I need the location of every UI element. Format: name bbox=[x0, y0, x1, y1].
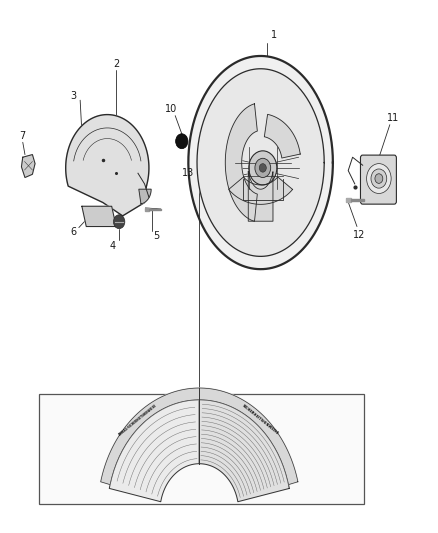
Polygon shape bbox=[351, 199, 364, 201]
Text: 12: 12 bbox=[353, 230, 365, 239]
Polygon shape bbox=[199, 400, 289, 502]
Text: 6: 6 bbox=[71, 227, 77, 237]
Text: 2: 2 bbox=[113, 59, 119, 69]
Polygon shape bbox=[66, 115, 149, 216]
Circle shape bbox=[249, 151, 277, 185]
Circle shape bbox=[371, 169, 387, 188]
Circle shape bbox=[367, 164, 391, 193]
Polygon shape bbox=[145, 208, 149, 211]
Polygon shape bbox=[21, 155, 35, 177]
Polygon shape bbox=[225, 104, 257, 221]
Circle shape bbox=[113, 215, 125, 229]
Text: 11: 11 bbox=[387, 114, 399, 123]
Polygon shape bbox=[248, 172, 273, 221]
Bar bbox=[39, 394, 364, 504]
Text: 13: 13 bbox=[182, 168, 194, 178]
Circle shape bbox=[255, 158, 271, 177]
Text: 10: 10 bbox=[165, 104, 177, 114]
Polygon shape bbox=[197, 69, 324, 256]
Polygon shape bbox=[82, 206, 116, 227]
FancyBboxPatch shape bbox=[360, 155, 396, 204]
Polygon shape bbox=[149, 209, 161, 210]
Text: AIRBAG-SICHERHEITSHINWEISE: AIRBAG-SICHERHEITSHINWEISE bbox=[118, 403, 159, 437]
Polygon shape bbox=[188, 56, 333, 269]
Text: SICHERHEITSHINWEISE: SICHERHEITSHINWEISE bbox=[241, 404, 279, 436]
Polygon shape bbox=[229, 177, 293, 204]
Polygon shape bbox=[346, 198, 351, 202]
Polygon shape bbox=[139, 189, 151, 204]
Polygon shape bbox=[265, 115, 300, 158]
Text: 3: 3 bbox=[71, 91, 77, 101]
Circle shape bbox=[259, 164, 266, 172]
Polygon shape bbox=[110, 400, 199, 502]
Circle shape bbox=[375, 174, 383, 183]
Text: 4: 4 bbox=[110, 241, 116, 251]
Text: 5: 5 bbox=[153, 231, 159, 240]
Polygon shape bbox=[101, 388, 298, 484]
Text: 7: 7 bbox=[20, 131, 26, 141]
Text: 1: 1 bbox=[271, 30, 277, 39]
Circle shape bbox=[176, 134, 188, 149]
